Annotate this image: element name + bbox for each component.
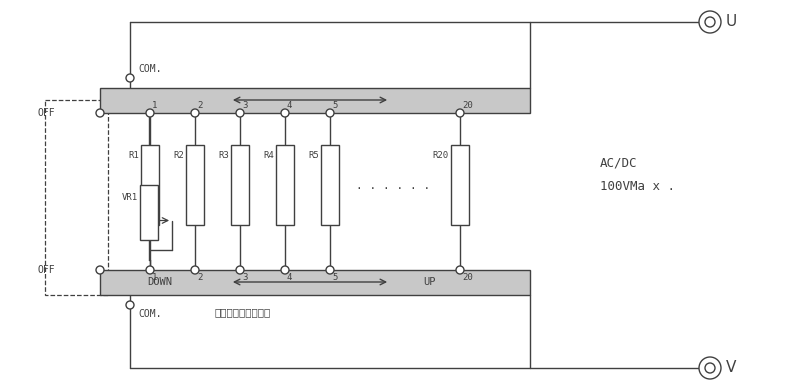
Text: ロータリースイッチ: ロータリースイッチ: [215, 307, 271, 317]
Text: 1: 1: [152, 273, 157, 283]
Circle shape: [191, 266, 199, 274]
Text: U: U: [726, 14, 737, 29]
Text: AC/DC: AC/DC: [600, 156, 638, 170]
Circle shape: [456, 266, 464, 274]
Text: UP: UP: [424, 277, 436, 287]
Text: R5: R5: [308, 151, 319, 160]
Text: R2: R2: [173, 151, 184, 160]
Circle shape: [456, 109, 464, 117]
Text: 20: 20: [462, 273, 473, 283]
Bar: [276, 145, 294, 225]
Text: VR1: VR1: [122, 193, 138, 202]
Text: 4: 4: [287, 273, 292, 283]
Text: 2: 2: [197, 273, 202, 283]
Bar: [186, 145, 204, 225]
Text: R4: R4: [263, 151, 274, 160]
Circle shape: [96, 266, 104, 274]
Circle shape: [699, 11, 721, 33]
Text: . . . . . .: . . . . . .: [356, 181, 430, 191]
Text: R20: R20: [433, 151, 449, 160]
Bar: [100, 88, 530, 113]
Circle shape: [146, 266, 154, 274]
Text: 3: 3: [242, 102, 247, 111]
Bar: [321, 145, 339, 225]
Circle shape: [326, 266, 334, 274]
Bar: [140, 185, 158, 240]
Text: R1: R1: [128, 151, 139, 160]
Circle shape: [326, 109, 334, 117]
Text: 5: 5: [332, 273, 337, 283]
Text: 5: 5: [332, 102, 337, 111]
Bar: [231, 145, 249, 225]
Text: COM.: COM.: [138, 64, 162, 74]
Text: OFF: OFF: [37, 108, 55, 118]
Circle shape: [236, 266, 244, 274]
Text: 1: 1: [152, 102, 157, 111]
Text: 3: 3: [242, 273, 247, 283]
Circle shape: [236, 109, 244, 117]
Circle shape: [191, 109, 199, 117]
Text: COM.: COM.: [138, 309, 162, 319]
Text: 2: 2: [197, 102, 202, 111]
Circle shape: [281, 109, 289, 117]
Circle shape: [699, 357, 721, 379]
Circle shape: [126, 301, 134, 309]
Circle shape: [705, 17, 715, 27]
Bar: [45, 100, 108, 295]
Text: R3: R3: [218, 151, 229, 160]
Bar: [451, 145, 469, 225]
Circle shape: [705, 363, 715, 373]
Text: 4: 4: [287, 102, 292, 111]
Circle shape: [281, 266, 289, 274]
Bar: [100, 270, 530, 295]
Circle shape: [126, 74, 134, 82]
Circle shape: [146, 109, 154, 117]
Circle shape: [96, 109, 104, 117]
Text: 100VMa x .: 100VMa x .: [600, 181, 675, 194]
Text: 20: 20: [462, 102, 473, 111]
Text: V: V: [726, 361, 736, 375]
Text: OFF: OFF: [37, 265, 55, 275]
Text: DOWN: DOWN: [147, 277, 172, 287]
Bar: [141, 145, 159, 225]
